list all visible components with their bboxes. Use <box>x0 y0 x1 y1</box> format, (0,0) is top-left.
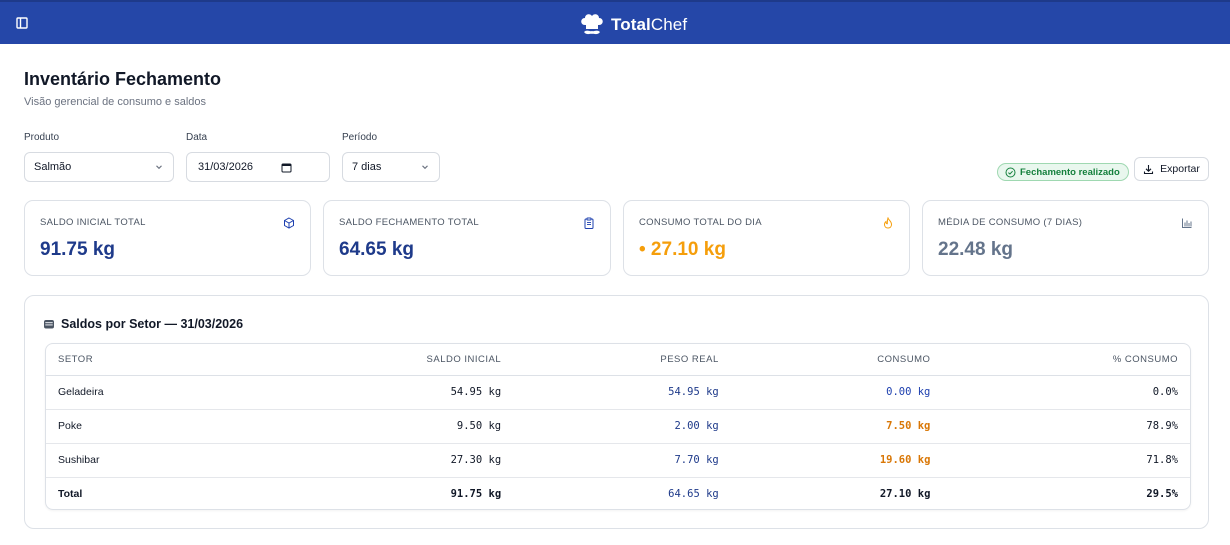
cell-peso-real: 2.00 kg <box>513 409 731 444</box>
table-header-row: SETOR SALDO INICIAL PESO REAL CONSUMO % … <box>46 344 1190 376</box>
column-header: CONSUMO <box>730 344 943 376</box>
bar-chart-icon <box>1182 218 1192 228</box>
chef-hat-icon <box>581 14 603 35</box>
table-row: Sushibar 27.30 kg 7.70 kg 19.60 kg 71.8% <box>46 443 1190 478</box>
check-circle-icon <box>1005 167 1016 177</box>
cell-pct-consumo: 71.8% <box>942 443 1190 478</box>
brand-logo[interactable]: TotalChef <box>577 9 687 41</box>
export-button-label: Exportar <box>1160 163 1200 175</box>
product-select[interactable]: Salmão <box>24 152 174 182</box>
download-icon <box>1144 164 1154 174</box>
cell-pct-consumo: 0.0% <box>942 375 1190 410</box>
cell-peso-real: 54.95 kg <box>513 375 731 410</box>
table-total-row: Total 91.75 kg 64.65 kg 27.10 kg 29.5% <box>46 477 1190 509</box>
cell-consumo: 7.50 kg <box>730 409 943 444</box>
top-bar: TotalChef <box>0 0 1230 44</box>
cell-setor: Poke <box>46 409 302 444</box>
cell-setor: Geladeira <box>46 375 302 410</box>
flame-icon <box>883 217 893 229</box>
export-button[interactable]: Exportar <box>1134 157 1209 181</box>
product-select-value: Salmão <box>34 161 72 173</box>
column-header: PESO REAL <box>513 344 731 376</box>
date-input[interactable]: 31/03/2026 <box>186 152 330 182</box>
cell-saldo-inicial: 91.75 kg <box>450 488 502 501</box>
cell-consumo: 19.60 kg <box>730 443 943 478</box>
period-select[interactable]: 7 dias <box>342 152 440 182</box>
date-input-value: 31/03/2026 <box>198 161 254 173</box>
table-row: Poke 9.50 kg 2.00 kg 7.50 kg 78.9% <box>46 409 1190 444</box>
card-saldo-inicial: SALDO INICIAL TOTAL 91.75 kg <box>24 200 311 276</box>
calendar-icon[interactable] <box>281 162 292 173</box>
cell-pct-consumo: 29.5% <box>1146 488 1178 501</box>
card-value: 22.48 kg <box>938 239 1013 260</box>
card-saldo-fechamento: SALDO FECHAMENTO TOTAL 64.65 kg <box>323 200 611 276</box>
cell-peso-real: 7.70 kg <box>513 443 731 478</box>
column-header: SETOR <box>46 344 302 376</box>
card-value: 64.65 kg <box>339 239 414 260</box>
table-row: Geladeira 54.95 kg 54.95 kg 0.00 kg 0.0% <box>46 375 1190 410</box>
card-label: MÉDIA DE CONSUMO (7 DIAS) <box>938 217 1083 228</box>
card-label: SALDO FECHAMENTO TOTAL <box>339 217 479 228</box>
archive-icon <box>44 320 54 329</box>
page-title: Inventário Fechamento <box>24 69 222 89</box>
cell-saldo-inicial: 27.30 kg <box>301 443 514 478</box>
clipboard-icon <box>584 217 594 229</box>
period-select-value: 7 dias <box>352 161 382 173</box>
status-badge: Fechamento realizado <box>997 163 1129 181</box>
box-icon <box>284 217 294 229</box>
card-value: • 27.10 kg <box>639 239 726 260</box>
card-label: SALDO INICIAL TOTAL <box>40 217 146 228</box>
card-value: 91.75 kg <box>40 239 115 260</box>
column-header: % CONSUMO <box>942 344 1190 376</box>
cell-saldo-inicial: 9.50 kg <box>301 409 514 444</box>
product-filter-label: Produto <box>24 132 60 143</box>
cell-peso-real: 64.65 kg <box>668 488 719 501</box>
card-consumo-total: CONSUMO TOTAL DO DIA • 27.10 kg <box>623 200 910 276</box>
card-label: CONSUMO TOTAL DO DIA <box>639 217 762 228</box>
cell-consumo: 27.10 kg <box>879 488 931 501</box>
date-filter-label: Data <box>186 132 208 143</box>
page-subtitle: Visão gerencial de consumo e saldos <box>24 96 207 108</box>
cell-setor: Total <box>58 488 83 501</box>
chevron-down-icon <box>156 165 162 170</box>
sector-table-container: SETOR SALDO INICIAL PESO REAL CONSUMO % … <box>45 343 1191 510</box>
cell-saldo-inicial: 54.95 kg <box>301 375 514 410</box>
period-filter-label: Período <box>342 132 378 143</box>
chevron-down-icon <box>422 165 428 170</box>
cell-pct-consumo: 78.9% <box>942 409 1190 444</box>
cell-consumo: 0.00 kg <box>730 375 943 410</box>
panel-title-text: Saldos por Setor — 31/03/2026 <box>61 317 244 331</box>
card-media-consumo: MÉDIA DE CONSUMO (7 DIAS) 22.48 kg <box>922 200 1209 276</box>
sector-table: SETOR SALDO INICIAL PESO REAL CONSUMO % … <box>46 344 1190 509</box>
panel-title: Saldos por Setor — 31/03/2026 <box>43 317 243 331</box>
cell-setor: Sushibar <box>46 443 302 478</box>
column-header: SALDO INICIAL <box>301 344 514 376</box>
sector-balances-panel: Saldos por Setor — 31/03/2026 SETOR SALD… <box>24 295 1209 529</box>
brand-name: TotalChef <box>611 15 688 34</box>
sidebar-toggle-icon[interactable] <box>12 13 32 33</box>
status-badge-label: Fechamento realizado <box>1020 166 1120 178</box>
